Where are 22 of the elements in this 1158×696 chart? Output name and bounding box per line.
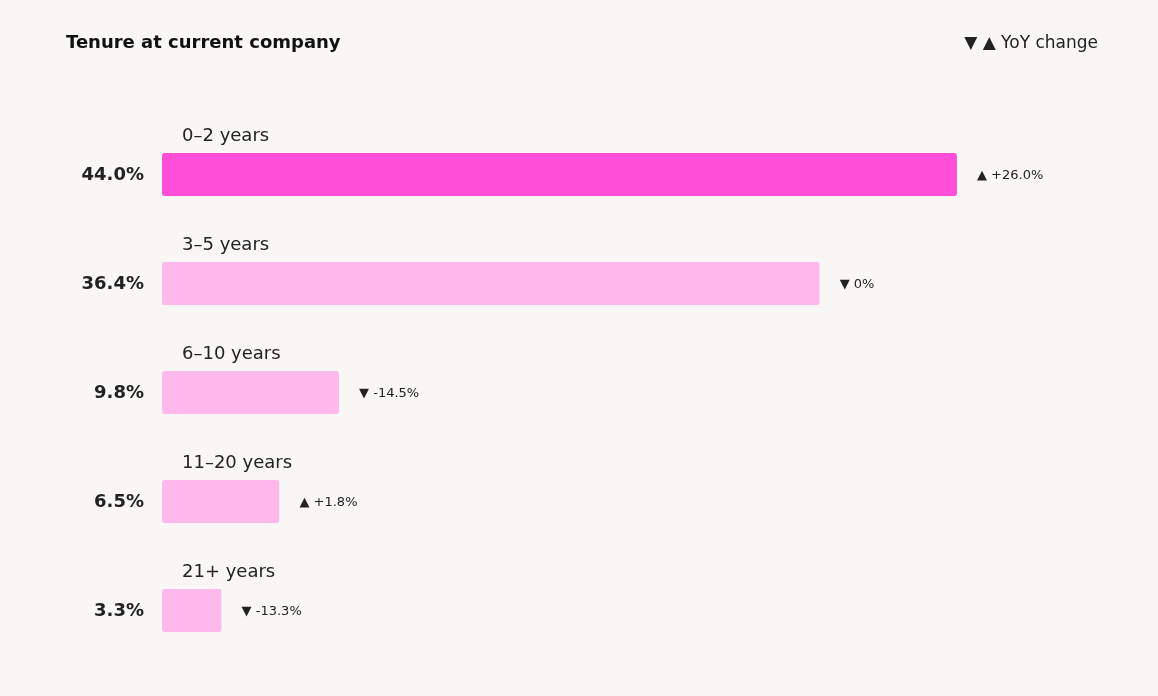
y-tick-label: 0–2 years	[182, 123, 270, 145]
bar	[162, 370, 340, 415]
bar	[162, 588, 222, 633]
chart-title: Tenure at current company	[66, 31, 341, 52]
bar	[162, 261, 820, 306]
data-label: 36.4%	[81, 271, 144, 293]
data-label: 3.3%	[94, 598, 144, 620]
data-label: 9.8%	[94, 380, 144, 402]
y-tick-label: 11–20 years	[182, 450, 293, 472]
y-tick-label: 3–5 years	[182, 232, 270, 254]
bar	[162, 152, 957, 197]
data-label: 6.5%	[94, 489, 144, 511]
bar	[162, 479, 280, 524]
text: ▼ ▲ YoY change	[964, 32, 1098, 52]
annotation: ▲ +1.8%	[299, 493, 358, 509]
annotation: ▼ -14.5%	[359, 384, 420, 400]
data-label: 44.0%	[81, 162, 144, 184]
annotation: ▼ -13.3%	[241, 602, 302, 618]
y-tick-label: 21+ years	[182, 559, 276, 581]
annotation: ▲ +26.0%	[976, 166, 1044, 182]
y-tick-label: 6–10 years	[182, 341, 281, 363]
annotation: ▼ 0%	[839, 275, 875, 291]
